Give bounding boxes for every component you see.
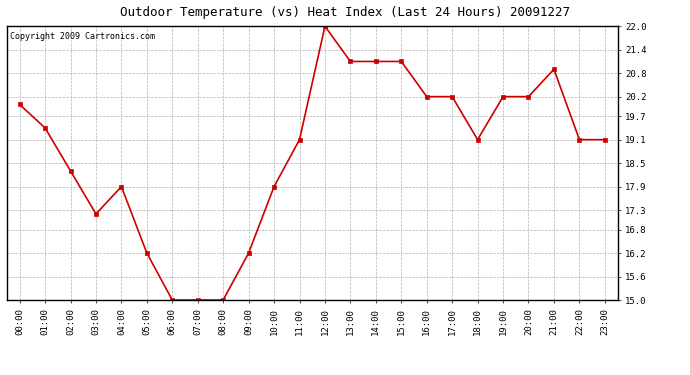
Text: Outdoor Temperature (vs) Heat Index (Last 24 Hours) 20091227: Outdoor Temperature (vs) Heat Index (Las… <box>120 6 570 19</box>
Text: Copyright 2009 Cartronics.com: Copyright 2009 Cartronics.com <box>10 32 155 41</box>
